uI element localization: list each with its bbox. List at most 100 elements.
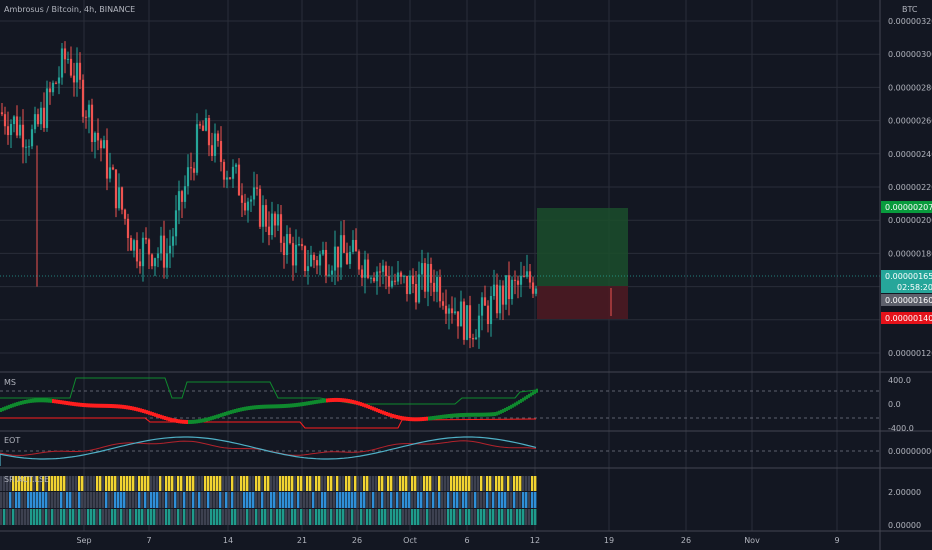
- act-bar-bottom: [72, 509, 75, 525]
- ms-oscillator-bar: [454, 413, 456, 418]
- act-bar-top: [375, 476, 378, 491]
- ms-oscillator-bar: [374, 407, 376, 412]
- act-bar-bottom: [66, 509, 69, 525]
- act-bar-top: [333, 476, 336, 491]
- symbol-title[interactable]: Ambrosus / Bitcoin, 4h, BINANCE: [4, 5, 135, 14]
- candle-down: [210, 145, 214, 156]
- candle-down: [120, 187, 124, 210]
- act-bar-bottom: [438, 509, 441, 525]
- act-bar-bottom: [102, 509, 105, 525]
- ms-oscillator-bar: [456, 413, 458, 418]
- candle-up: [234, 164, 238, 167]
- act-bar-top: [480, 476, 483, 491]
- ms-oscillator-bar: [470, 412, 472, 417]
- act-pane-title[interactable]: SR ACT.LSE: [4, 475, 49, 484]
- ms-oscillator-bar: [464, 412, 466, 417]
- ms-oscillator-bar: [362, 402, 364, 407]
- candle-up: [117, 187, 121, 209]
- ms-oscillator-bar: [294, 403, 296, 408]
- ms-oscillator-bar: [398, 415, 400, 420]
- act-bar-mid: [420, 492, 423, 508]
- act-bar-top: [255, 476, 258, 491]
- act-bar-top: [360, 476, 363, 491]
- act-bar-mid: [249, 492, 252, 508]
- candle-down: [414, 283, 418, 303]
- act-bar-bottom: [414, 509, 417, 525]
- act-indicator-pane[interactable]: 2.00000 0.00000: [0, 476, 921, 530]
- act-bar-mid: [441, 492, 444, 508]
- eot-indicator-pane[interactable]: 0.00000000: [0, 436, 932, 466]
- candle-up: [183, 186, 187, 202]
- ms-pane-title[interactable]: MS: [4, 378, 16, 387]
- act-bar-bottom: [309, 509, 312, 525]
- act-bar-mid: [315, 492, 318, 508]
- ms-oscillator-bar: [518, 400, 520, 405]
- act-bar-mid: [21, 492, 24, 508]
- ms-oscillator-bar: [276, 404, 278, 409]
- long-target-zone[interactable]: [537, 208, 628, 286]
- act-bar-bottom: [531, 509, 534, 525]
- act-bar-top: [177, 476, 180, 491]
- ms-tick-label: 0.0: [888, 400, 901, 409]
- act-bar-mid: [105, 492, 108, 508]
- candle-down: [99, 140, 103, 149]
- act-bar-mid: [270, 492, 273, 508]
- act-bar-mid: [306, 492, 309, 508]
- time-axis[interactable]: Sep 7 14 21 26 Oct 6 12 19 26 Nov 9: [76, 536, 839, 545]
- act-bar-bottom: [159, 509, 162, 525]
- candle-up: [285, 234, 289, 256]
- eot-pane-title[interactable]: EOT: [4, 436, 20, 445]
- ms-oscillator-bar: [156, 413, 158, 418]
- act-bar-top: [516, 476, 519, 491]
- candle-down: [162, 235, 166, 268]
- act-bar-mid: [459, 492, 462, 508]
- ms-oscillator-bar: [162, 415, 164, 420]
- short-stop-zone[interactable]: [537, 286, 628, 319]
- act-bar-top: [534, 476, 537, 491]
- candle-down: [243, 202, 247, 211]
- act-bar-mid: [345, 492, 348, 508]
- act-bar-top: [168, 476, 171, 491]
- act-bar-mid: [366, 492, 369, 508]
- act-bar-top: [357, 476, 360, 491]
- ms-oscillator-bar: [206, 417, 208, 422]
- candle-down: [384, 265, 388, 277]
- bar-countdown: 02:58:20: [897, 283, 932, 292]
- act-bar-mid: [375, 492, 378, 508]
- act-bar-mid: [534, 492, 537, 508]
- ms-indicator-pane[interactable]: 400.0 0.0 -400.0: [0, 376, 914, 433]
- ms-oscillator-bar: [350, 399, 352, 404]
- act-bar-bottom: [513, 509, 516, 525]
- position-zones[interactable]: [537, 208, 628, 319]
- ms-oscillator-bar: [46, 398, 48, 403]
- candle-down: [192, 168, 196, 173]
- candle-down: [78, 62, 82, 80]
- ms-oscillator-bar: [142, 408, 144, 413]
- ms-oscillator-bar: [330, 398, 332, 403]
- act-bar-mid: [126, 492, 129, 508]
- act-bar-top: [81, 476, 84, 491]
- act-bar-top: [156, 476, 159, 491]
- act-bar-top: [510, 476, 513, 491]
- ms-oscillator-bar: [220, 413, 222, 418]
- ms-oscillator-bar: [54, 399, 56, 404]
- act-bar-top: [57, 476, 60, 491]
- act-bar-top: [180, 476, 183, 491]
- act-bar-bottom: [18, 509, 21, 525]
- ms-oscillator-bar: [418, 417, 420, 422]
- ms-oscillator-bar: [24, 399, 26, 404]
- act-bar-mid: [267, 492, 270, 508]
- ms-oscillator-bar: [198, 419, 200, 424]
- act-bar-bottom: [252, 509, 255, 525]
- act-bar-bottom: [417, 509, 420, 525]
- act-bar-top: [60, 476, 63, 491]
- ms-oscillator-bar: [58, 399, 60, 404]
- act-bar-top: [171, 476, 174, 491]
- candle-up: [498, 285, 502, 314]
- act-bar-bottom: [522, 509, 525, 525]
- act-bar-bottom: [501, 509, 504, 525]
- ms-oscillator-bar: [230, 410, 232, 415]
- candle-down: [144, 237, 148, 240]
- act-bar-bottom: [117, 509, 120, 525]
